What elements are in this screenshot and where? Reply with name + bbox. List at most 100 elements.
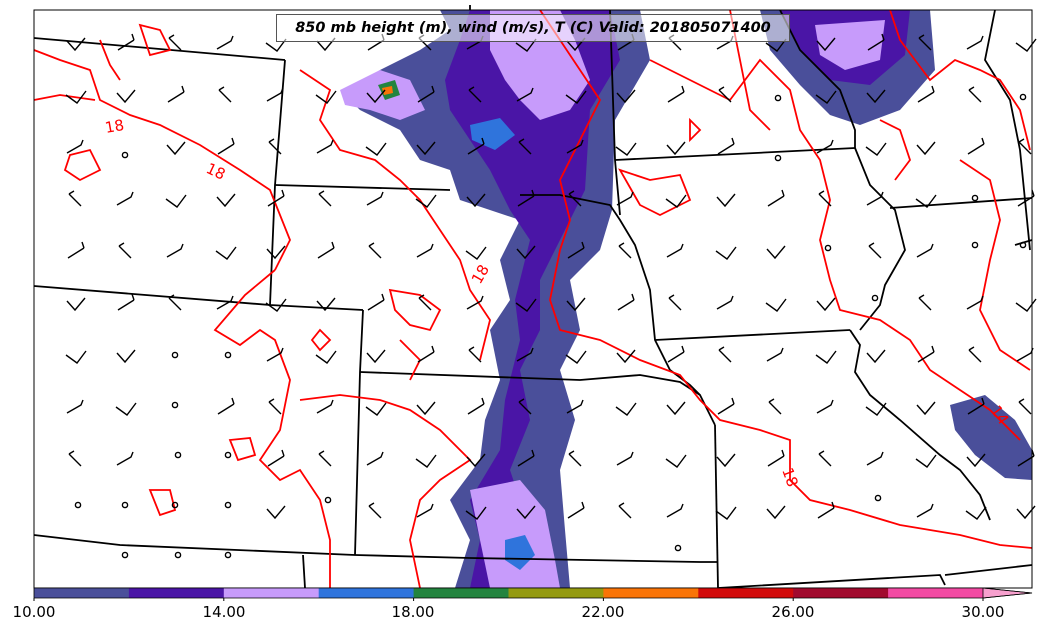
wind-barb — [666, 503, 684, 518]
wind-barb — [315, 90, 337, 104]
calm-wind-circle — [324, 496, 332, 504]
wind-barb — [715, 246, 737, 260]
wind-barb — [317, 241, 335, 259]
shading-nw-spots — [340, 70, 425, 120]
temperature-contours — [33, 9, 1033, 589]
wind-barb — [266, 347, 284, 362]
colorbar-segment — [128, 588, 225, 598]
wind-barb — [365, 142, 387, 156]
wind-barb — [217, 137, 235, 155]
shading-ne-light — [815, 20, 885, 70]
wind-barb — [515, 38, 537, 52]
wind-barb — [968, 86, 982, 103]
calm-wind-circle — [774, 94, 782, 102]
wind-barb — [166, 243, 184, 258]
calm-wind-circle — [871, 294, 879, 302]
wind-barb — [366, 451, 384, 466]
wind-barb — [318, 190, 332, 207]
calm-wind-circle — [171, 351, 179, 359]
wind-barb — [266, 245, 286, 260]
wind-barb — [715, 506, 737, 520]
wind-barb — [165, 194, 187, 208]
wind-barb — [966, 453, 986, 468]
wind-barb — [467, 137, 485, 155]
wind-barb — [818, 450, 832, 467]
wind-barb — [666, 401, 686, 416]
colorbar-segment — [698, 588, 794, 598]
shading-nw-core-red — [382, 86, 393, 95]
wind-barb — [1015, 38, 1037, 52]
wind-barb — [667, 85, 685, 103]
wind-barb — [818, 190, 832, 207]
wind-barb — [916, 401, 936, 416]
wind-barb — [915, 454, 937, 468]
wind-barb — [68, 450, 82, 467]
colorbar-segment — [34, 588, 130, 598]
wind-barb — [718, 86, 732, 103]
wind-barb — [516, 87, 534, 102]
calm-wind-circle — [224, 451, 232, 459]
wind-barb — [268, 398, 282, 415]
wind-barb — [465, 506, 487, 520]
wind-barb — [266, 505, 286, 520]
wind-barb — [917, 85, 935, 103]
wind-barb — [516, 245, 536, 260]
calm-wind-circle — [224, 551, 232, 559]
calm-wind-circle — [774, 154, 782, 162]
calm-wind-circle — [674, 544, 682, 552]
wind-barb — [166, 141, 186, 156]
wind-barb — [966, 295, 984, 310]
wind-barb — [616, 89, 636, 104]
calm-wind-circle — [1019, 241, 1027, 249]
wind-barb — [717, 397, 735, 415]
calm-wind-circle — [824, 244, 832, 252]
wind-barb — [315, 350, 337, 364]
wind-barb — [667, 345, 685, 363]
wind-barb — [666, 141, 686, 156]
wind-barb — [717, 137, 735, 155]
colorbar-tick-label: 22.00 — [581, 603, 625, 621]
wind-barb — [768, 398, 782, 415]
wind-barb — [366, 349, 386, 364]
wind-barb — [417, 345, 435, 363]
wind-barb — [316, 139, 334, 154]
wind-barb — [918, 34, 932, 51]
wind-barb — [965, 506, 987, 520]
wind-barb — [216, 35, 234, 50]
calm-wind-circle — [171, 401, 179, 409]
wind-barb — [268, 138, 282, 155]
wind-barb — [118, 242, 132, 259]
wind-barb — [316, 297, 336, 312]
wind-barb — [716, 193, 736, 208]
calm-wind-circle — [174, 451, 182, 459]
wind-barb — [517, 449, 535, 467]
calm-wind-circle — [171, 501, 179, 509]
wind-barb — [716, 295, 734, 310]
wind-barb — [916, 141, 936, 156]
wind-barb — [416, 401, 436, 416]
wind-barb — [115, 402, 137, 416]
calm-wind-circle — [121, 501, 129, 509]
wind-barb — [815, 350, 837, 364]
wind-barb — [865, 402, 887, 416]
wind-barb — [316, 399, 334, 414]
wind-barb — [466, 453, 486, 468]
calm-wind-circle — [224, 501, 232, 509]
wind-barb — [116, 89, 136, 104]
wind-barb — [466, 193, 486, 208]
wind-barb — [416, 141, 436, 156]
wind-barb — [766, 505, 786, 520]
wind-barb — [766, 245, 786, 260]
wind-barb — [617, 293, 635, 311]
wind-barb — [668, 294, 682, 311]
wind-barb — [1018, 398, 1032, 415]
calm-wind-circle — [971, 241, 979, 249]
wind-barb — [615, 142, 637, 156]
wind-barb — [568, 190, 582, 207]
wind-barb — [216, 295, 234, 310]
shading-blue-south — [505, 535, 535, 570]
wind-barb — [467, 397, 485, 415]
wind-barb — [66, 297, 86, 312]
wind-barb — [167, 85, 185, 103]
